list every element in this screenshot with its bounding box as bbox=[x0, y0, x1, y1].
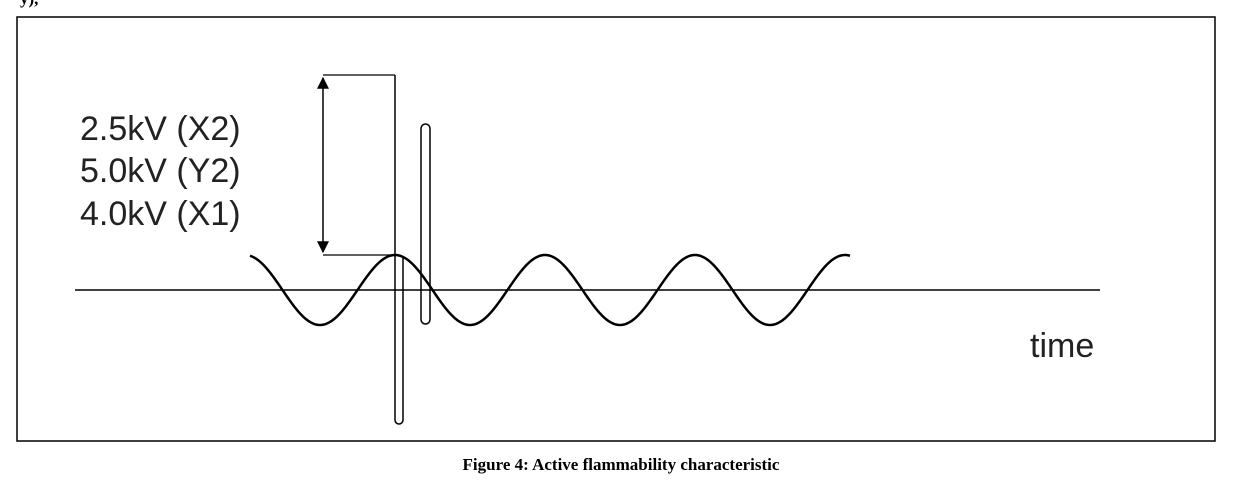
axis-label: time bbox=[1030, 327, 1094, 365]
voltage-label: 5.0kV (Y2) bbox=[80, 152, 241, 190]
voltage-label: 2.5kV (X2) bbox=[80, 110, 241, 148]
sine-wave bbox=[249, 253, 851, 327]
caption: Figure 4: Active flammability characteri… bbox=[463, 455, 780, 474]
figure-frame bbox=[16, 16, 1216, 442]
second-spike bbox=[420, 123, 431, 325]
surge-spike bbox=[394, 75, 404, 425]
page-fragment: y), bbox=[20, 0, 38, 8]
voltage-label: 4.0kV (X1) bbox=[80, 195, 241, 233]
